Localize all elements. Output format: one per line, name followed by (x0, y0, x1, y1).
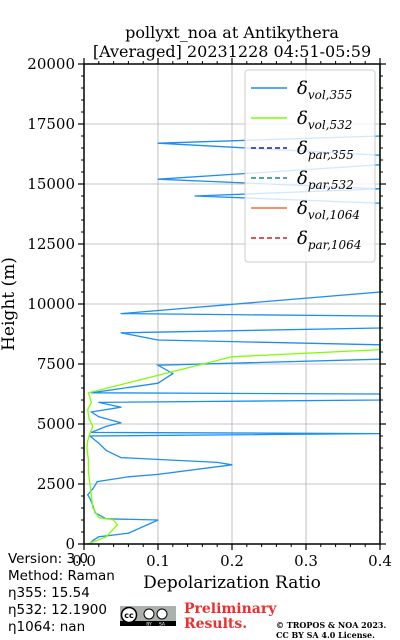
series-point (86, 447, 88, 449)
series-point (87, 409, 89, 411)
y-tick-label: 7500 (37, 355, 75, 373)
series-point (105, 449, 107, 451)
series-point (231, 464, 233, 466)
preliminary-line-2: Results. (184, 616, 248, 632)
cc-text: cc (124, 611, 134, 620)
y-tick-label: 10000 (27, 295, 75, 313)
y-tick-label: 2500 (37, 475, 75, 493)
series-point (157, 382, 159, 384)
series-point (216, 461, 218, 463)
series-point (87, 459, 89, 461)
legend-label: δvol,1064 (297, 198, 360, 222)
sa-text: SA (159, 621, 166, 626)
y-tick-label: 20000 (27, 55, 75, 73)
legend-label: δpar,1064 (297, 228, 361, 252)
series-point (157, 178, 159, 180)
cc-license-badge: cc BY SA (120, 606, 176, 626)
series-point (98, 517, 100, 519)
x-tick-label: 0.3 (294, 552, 318, 570)
series-point (92, 507, 94, 509)
series-point (90, 495, 92, 497)
eta532-text: η532: 12.1900 (8, 602, 107, 618)
y-tick-label: 0 (65, 535, 75, 553)
series-point (194, 195, 196, 197)
x-axis-label: Depolarization Ratio (143, 573, 321, 593)
legend-label: δpar,355 (297, 138, 354, 162)
series-point (98, 536, 100, 538)
series-point (89, 433, 91, 435)
series-point (105, 536, 107, 538)
series-point (87, 392, 89, 394)
legend-label: δpar,532 (297, 168, 354, 192)
series-point (87, 440, 89, 442)
method-text: Method: Raman (8, 568, 115, 584)
y-tick-label: 5000 (37, 415, 75, 433)
series-point (113, 519, 115, 521)
x-tick-label: 0.2 (220, 552, 244, 570)
series-point (98, 401, 100, 403)
y-tick-label: 12500 (27, 235, 75, 253)
legend: δvol,355 δvol,532 δpar,355 δpar,532 δvol,106… (244, 69, 376, 263)
series-point (87, 471, 89, 473)
series-point (98, 442, 100, 444)
series-point (157, 364, 159, 366)
series-point (96, 481, 98, 483)
y-axis-label: Height (m) (0, 257, 19, 351)
series-point (92, 539, 94, 542)
series-point (105, 425, 107, 427)
series-point (157, 339, 159, 341)
eta1064-text: η1064: nan (8, 619, 86, 635)
series-point (127, 476, 129, 478)
eta355-text: η355: 15.54 (8, 585, 90, 601)
series-point (231, 356, 233, 358)
series-point (120, 332, 122, 334)
series-point (120, 313, 122, 315)
chart-title-line-1: pollyxt_noa at Antikythera (125, 23, 339, 42)
chart-title-line-2: [Averaged] 20231228 04:51-05:59 (93, 42, 371, 61)
series-point (157, 519, 159, 521)
series-point (98, 416, 100, 418)
legend-label: δvol,532 (297, 108, 352, 132)
by-text: BY (146, 621, 152, 626)
series-point (120, 422, 122, 424)
series-point (89, 483, 91, 485)
legend-label: δvol,355 (297, 78, 352, 102)
series-point (88, 418, 90, 420)
series-point (92, 425, 94, 427)
y-tick-label: 17500 (27, 115, 75, 133)
x-tick-label: 0.0 (72, 552, 96, 570)
series-point (120, 406, 122, 408)
series-point (120, 457, 122, 459)
version-text: Version: 3.0 (8, 551, 88, 567)
copyright-credit: © TROPOS & NOA 2023. CC BY SA 4.0 Licens… (276, 620, 386, 640)
x-tick-label: 0.4 (368, 552, 392, 570)
series-point (90, 411, 92, 413)
ticks: 0.0 0.1 0.2 0.3 0.4 0 2500 5000 7500 10000 12500 15… (27, 55, 392, 570)
series-point (116, 524, 118, 526)
series-point (157, 142, 159, 144)
credit-line-1: © TROPOS & NOA 2023. (276, 620, 387, 630)
retrieval-info: Version: 3.0 Method: Raman η355: 15.54 η… (8, 551, 115, 636)
series-point (87, 494, 89, 496)
series-point (172, 373, 174, 375)
preliminary-notice: Preliminary Results. (184, 602, 276, 632)
y-tick-label: 15000 (27, 175, 75, 193)
series-point (127, 532, 129, 534)
series-point (89, 497, 91, 499)
credit-line-2: CC BY SA 4.0 License. (276, 630, 375, 640)
series-point (90, 401, 92, 403)
x-tick-label: 0.1 (146, 552, 170, 570)
preliminary-line-1: Preliminary (184, 601, 277, 617)
series-point (92, 488, 94, 490)
series-point (157, 473, 159, 475)
